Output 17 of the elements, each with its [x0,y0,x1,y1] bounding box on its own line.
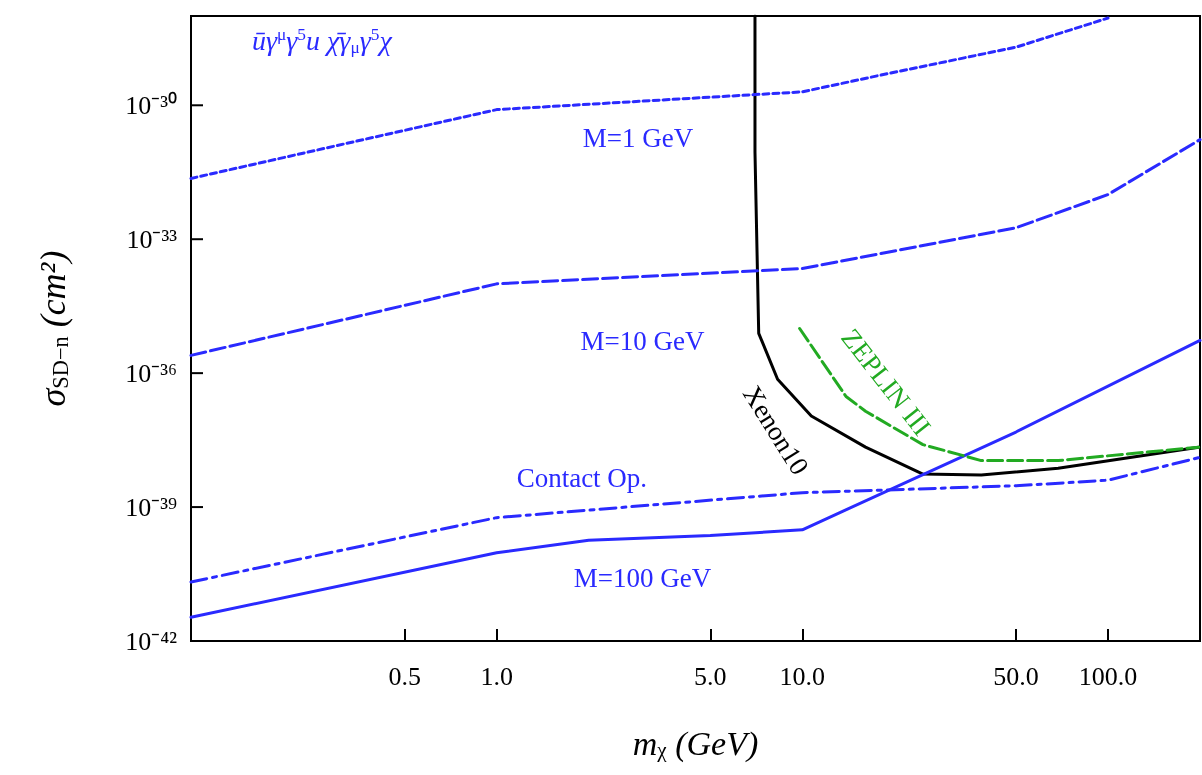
y-axis-title: σSD−n (cm²) [33,250,73,407]
y-tick-label: 10⁻³⁹ [125,492,177,522]
y-tick-label: 10⁻³³ [126,224,178,254]
series-label: M=1 GeV [582,123,694,154]
series-label: M=100 GeV [573,562,712,593]
series-label: Contact Op. [516,463,648,494]
x-tick-label: 50.0 [993,661,1039,691]
x-axis-title: mχ (GeV) [632,724,759,763]
x-tick-label: 100.0 [1078,661,1138,691]
y-tick-label: 10⁻³⁶ [125,358,177,388]
x-tick-label: 5.0 [694,661,727,691]
x-tick-label: 1.0 [480,661,513,691]
x-tick-label: 10.0 [779,661,826,691]
y-tick-label: 10⁻⁴² [125,626,178,656]
y-tick-label: 10⁻³⁰ [125,90,177,120]
series-label: M=10 GeV [580,325,705,356]
x-tick-label: 0.5 [388,661,421,691]
